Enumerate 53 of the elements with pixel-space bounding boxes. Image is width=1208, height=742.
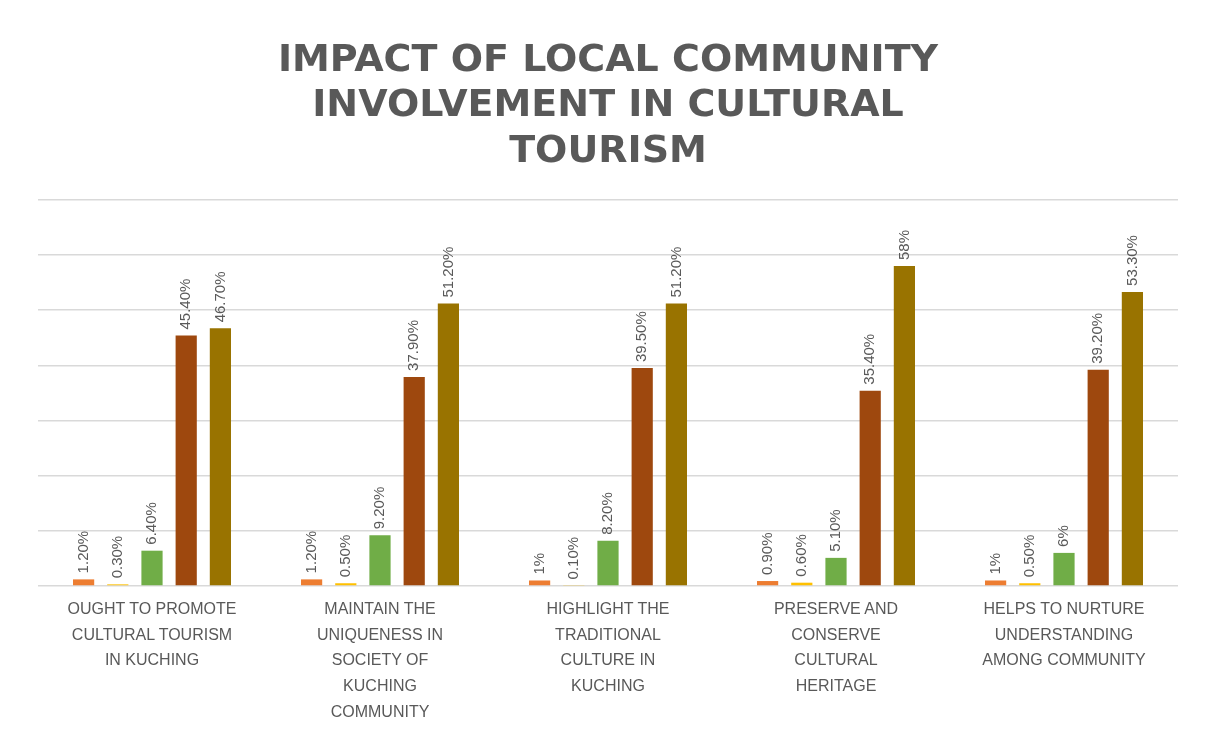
bar	[403, 376, 425, 586]
bar	[597, 540, 619, 586]
data-label: 39.50%	[632, 311, 650, 363]
data-label: 1.20%	[301, 530, 319, 574]
x-tick-label: OUGHT TO PROMOTE CULTURAL TOURISM IN KUCHING	[67, 600, 237, 669]
data-label: 1%	[529, 552, 547, 575]
data-label: 37.90%	[404, 320, 422, 371]
data-label: 53.30%	[1122, 235, 1140, 286]
bar	[859, 390, 881, 586]
data-label: 0.60%	[791, 534, 809, 577]
data-label: 0.50%	[1019, 534, 1037, 578]
x-tick-label: HIGHLIGHT THE TRADITIONAL CULTURE IN KUCHING	[546, 600, 670, 695]
bar	[825, 557, 847, 586]
bar	[1121, 291, 1143, 586]
data-label: 46.70%	[210, 271, 228, 323]
data-label: 9.20%	[370, 486, 388, 530]
data-label: 6%	[1054, 525, 1072, 547]
bar	[893, 266, 915, 586]
data-label: 0.50%	[335, 534, 353, 578]
data-label: 45.40%	[176, 278, 194, 330]
bar	[175, 335, 197, 586]
bar	[369, 535, 391, 586]
data-label: 51.20%	[438, 246, 456, 298]
data-label: 6.40%	[142, 502, 160, 545]
x-tick-label: MAINTAIN THE UNIQUENESS IN SOCIETY OF KUCHING COMMUNITY	[316, 600, 444, 720]
bar	[141, 550, 163, 586]
data-label: 51.20%	[666, 246, 684, 298]
bar	[757, 581, 779, 586]
bar	[529, 580, 551, 586]
bar	[437, 303, 459, 586]
x-tick-label: HELPS TO NURTURE UNDERSTANDING AMONG COMMUNITY	[982, 600, 1147, 669]
data-label: 35.40%	[860, 333, 878, 385]
data-label: 8.20%	[598, 492, 616, 535]
bar	[335, 583, 357, 586]
bar	[1087, 369, 1109, 586]
data-label: 0.10%	[563, 536, 581, 580]
bar	[209, 328, 231, 586]
data-label: 0.90%	[757, 532, 775, 576]
data-label: 1.20%	[73, 530, 91, 574]
bar	[301, 579, 323, 586]
bar	[1053, 552, 1075, 586]
data-label: 58%	[894, 229, 912, 261]
data-label: 5.10%	[826, 509, 844, 552]
bar	[1019, 583, 1041, 586]
data-label: 1%	[985, 552, 1003, 575]
bar	[985, 580, 1007, 586]
x-tick-label: PRESERVE AND CONSERVE CULTURAL HERITAGE	[773, 600, 899, 695]
data-label: 0.30%	[107, 535, 125, 579]
bar	[665, 303, 687, 586]
bar	[73, 579, 95, 586]
bar	[631, 368, 653, 586]
data-label: 39.20%	[1088, 312, 1106, 364]
chart-title: IMPACT OF LOCAL COMMUNITY INVOLVEMENT IN CULTURAL TOURISM	[277, 35, 939, 171]
